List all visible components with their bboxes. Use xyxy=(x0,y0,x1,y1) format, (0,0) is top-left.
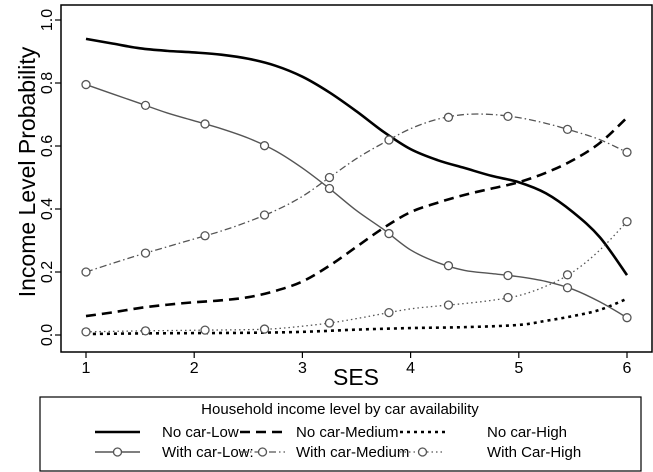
y-tick-label: 0.2 xyxy=(39,261,56,283)
series-point xyxy=(622,313,632,323)
series-point xyxy=(503,270,513,281)
series-point xyxy=(443,112,454,122)
series-point xyxy=(562,283,573,293)
x-tick-label: 1 xyxy=(82,360,91,377)
x-tick-label: 2 xyxy=(190,360,199,377)
x-tick-label: 3 xyxy=(298,360,307,377)
series-point xyxy=(259,141,270,151)
series-point xyxy=(324,172,335,183)
series-point xyxy=(259,210,270,220)
legend-layer: No car-Low No car-Medium No car-High With c… xyxy=(95,424,581,461)
series-point xyxy=(562,270,573,280)
series-point xyxy=(140,326,151,336)
legend-marker xyxy=(112,447,123,457)
series-point xyxy=(503,292,513,303)
x-tick-label: 4 xyxy=(406,360,415,377)
series-point xyxy=(562,124,573,135)
series-point xyxy=(384,228,394,239)
series-point xyxy=(503,111,513,122)
legend-label: With car-Low: xyxy=(162,444,254,461)
series-line-2 xyxy=(85,116,628,318)
series-line-4 xyxy=(85,83,628,319)
legend-label: With car-Medium xyxy=(296,444,409,461)
series-line-6 xyxy=(85,221,628,333)
series-point xyxy=(324,183,335,194)
y-tick-label: 0.6 xyxy=(39,135,56,157)
series-point xyxy=(200,119,210,129)
legend-label: No car-Low xyxy=(162,424,239,441)
legend-title: Household income level by car availabili… xyxy=(201,401,479,418)
y-tick-label: 0.8 xyxy=(39,72,56,94)
series-point xyxy=(443,300,454,310)
series-point xyxy=(81,327,91,337)
series-point xyxy=(200,325,210,335)
series-line-3 xyxy=(85,297,628,336)
series-line-5 xyxy=(85,113,628,273)
series-layer xyxy=(81,37,632,337)
series-point xyxy=(81,267,91,277)
y-tick-label: 1.0 xyxy=(39,9,56,31)
plot-frame xyxy=(60,4,653,353)
y-tick-label: 0.0 xyxy=(39,324,56,346)
series-point xyxy=(324,318,335,328)
series-point xyxy=(140,248,151,258)
legend-label: With Car-High xyxy=(487,444,581,461)
x-axis-title: SES xyxy=(333,364,379,390)
axis-layer: 1 2 3 4 5 6 0.0 0.2 0.4 0.6 0.8 1.0 xyxy=(39,9,632,377)
legend-marker xyxy=(257,447,268,457)
series-point xyxy=(259,324,270,334)
series-point xyxy=(443,261,454,271)
series-point xyxy=(384,307,394,318)
series-point xyxy=(384,135,394,145)
series-point xyxy=(622,216,632,227)
y-axis-title: Income Level Probability xyxy=(14,46,40,297)
legend-label: No car-High xyxy=(487,424,567,441)
series-point xyxy=(140,100,151,111)
y-tick-label: 0.4 xyxy=(39,198,56,220)
x-tick-label: 6 xyxy=(623,360,632,377)
series-point xyxy=(622,147,632,157)
series-point xyxy=(200,231,210,241)
x-tick-label: 5 xyxy=(514,360,523,377)
legend-box xyxy=(39,396,642,472)
legend-label: No car-Medium xyxy=(296,424,399,441)
series-line-1 xyxy=(85,37,629,276)
legend-marker xyxy=(417,447,428,457)
series-point xyxy=(81,79,91,90)
